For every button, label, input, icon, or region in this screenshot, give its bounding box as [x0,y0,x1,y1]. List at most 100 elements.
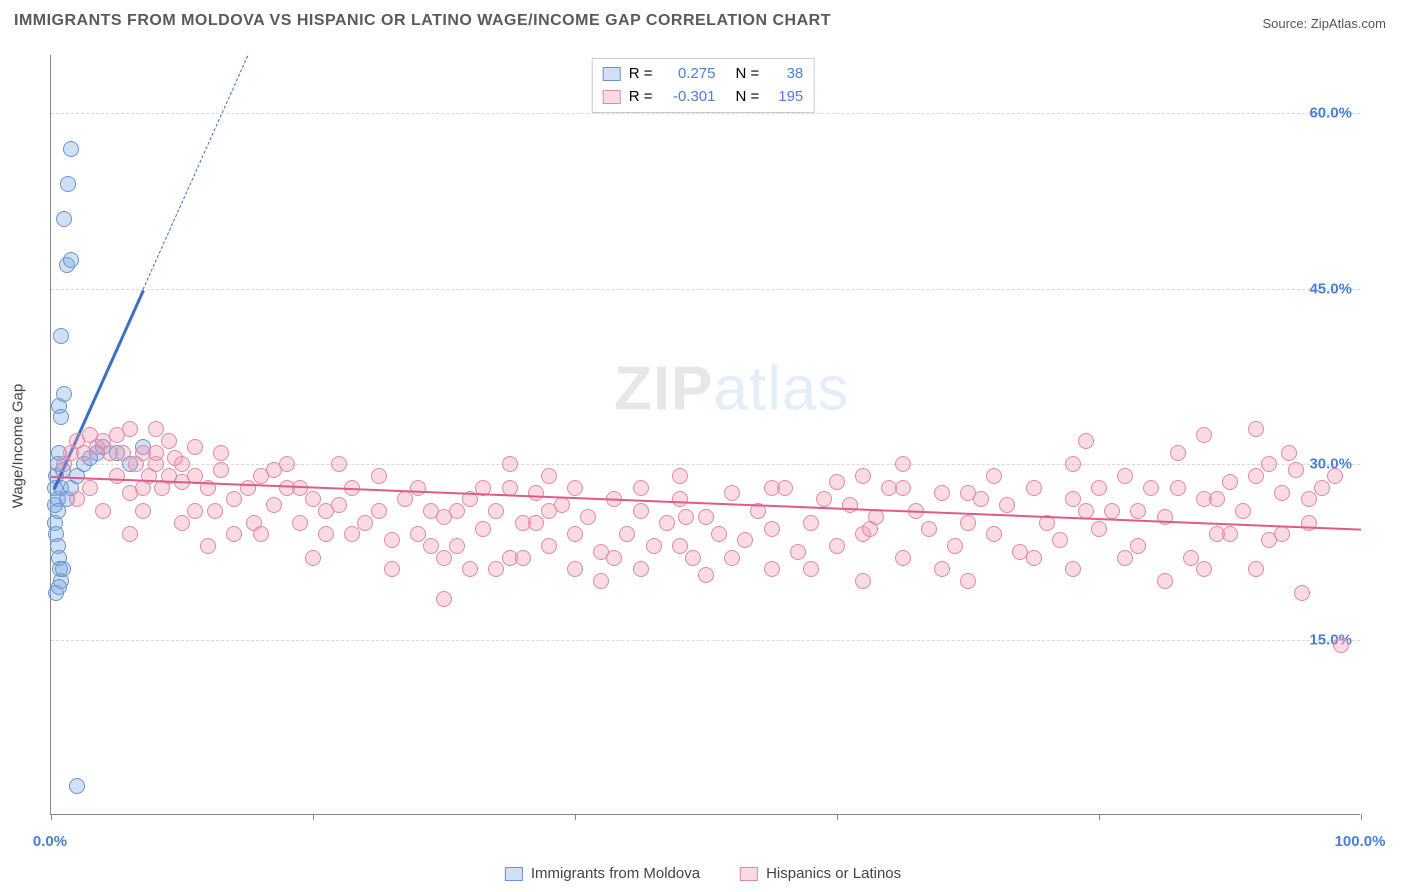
data-point-series2 [567,480,583,496]
data-point-series2 [357,515,373,531]
data-point-series2 [1026,550,1042,566]
data-point-series2 [646,538,662,554]
data-point-series2 [1157,573,1173,589]
data-point-series2 [488,561,504,577]
data-point-series2 [1196,561,1212,577]
x-tick [575,814,576,820]
stat-label-r: R = [629,63,653,86]
data-point-series1 [53,409,69,425]
legend-swatch-series2 [740,867,758,881]
data-point-series2 [790,544,806,560]
data-point-series2 [1091,521,1107,537]
data-point-series2 [803,515,819,531]
x-tick-label: 0.0% [33,833,67,850]
data-point-series2 [148,445,164,461]
legend-swatch-series1 [505,867,523,881]
data-point-series1 [63,252,79,268]
data-point-series2 [895,480,911,496]
data-point-series2 [226,491,242,507]
data-point-series2 [862,521,878,537]
stat-n-series2: 195 [767,86,803,109]
data-point-series2 [999,497,1015,513]
swatch-series2 [603,90,621,104]
data-point-series2 [122,526,138,542]
source-prefix: Source: [1262,16,1310,31]
data-point-series2 [633,480,649,496]
data-point-series2 [1104,503,1120,519]
data-point-series2 [371,503,387,519]
data-point-series2 [672,468,688,484]
data-point-series2 [1288,462,1304,478]
data-point-series1 [51,579,67,595]
legend-label-series2: Hispanics or Latinos [766,865,901,882]
data-point-series2 [580,509,596,525]
data-point-series2 [593,573,609,589]
data-point-series2 [213,462,229,478]
stat-label-r: R = [629,86,653,109]
gridline-h [51,464,1360,465]
gridline-h [51,640,1360,641]
data-point-series2 [226,526,242,542]
stats-row-series2: R = -0.301 N = 195 [603,86,804,109]
y-tick-label: 60.0% [1309,105,1352,122]
data-point-series2 [698,567,714,583]
data-point-series2 [318,503,334,519]
data-point-series2 [344,526,360,542]
data-point-series2 [200,538,216,554]
data-point-series2 [567,526,583,542]
data-point-series2 [541,503,557,519]
data-point-series1 [56,386,72,402]
x-tick [837,814,838,820]
data-point-series2 [1327,468,1343,484]
data-point-series2 [1065,561,1081,577]
data-point-series2 [475,521,491,537]
data-point-series2 [109,468,125,484]
data-point-series2 [1261,456,1277,472]
data-point-series2 [737,532,753,548]
data-point-series2 [436,591,452,607]
data-point-series2 [423,538,439,554]
data-point-series2 [1170,445,1186,461]
data-point-series2 [410,526,426,542]
data-point-series2 [541,538,557,554]
data-point-series2 [69,491,85,507]
data-point-series1 [55,561,71,577]
watermark-atlas: atlas [713,354,849,423]
data-point-series2 [1117,468,1133,484]
stat-r-series2: -0.301 [661,86,716,109]
data-point-series2 [1248,561,1264,577]
data-point-series1 [53,328,69,344]
data-point-series2 [934,485,950,501]
source-name: ZipAtlas.com [1311,16,1386,31]
stat-label-n: N = [736,63,760,86]
data-point-series2 [1183,550,1199,566]
data-point-series2 [1143,480,1159,496]
data-point-series2 [895,550,911,566]
swatch-series1 [603,67,621,81]
data-point-series2 [633,503,649,519]
scatter-plot-area: ZIPatlas 15.0%30.0%45.0%60.0% [50,55,1360,815]
data-point-series2 [1333,637,1349,653]
data-point-series2 [528,515,544,531]
watermark: ZIPatlas [614,353,849,424]
data-point-series2 [633,561,649,577]
data-point-series2 [410,480,426,496]
data-point-series2 [266,497,282,513]
data-point-series2 [187,439,203,455]
x-tick [1099,814,1100,820]
data-point-series2 [934,561,950,577]
data-point-series2 [384,532,400,548]
gridline-h [51,289,1360,290]
data-point-series1 [56,211,72,227]
data-point-series2 [161,433,177,449]
stats-row-series1: R = 0.275 N = 38 [603,63,804,86]
data-point-series2 [1301,491,1317,507]
data-point-series2 [207,503,223,519]
data-point-series2 [947,538,963,554]
gridline-h [51,113,1360,114]
data-point-series2 [764,521,780,537]
data-point-series1 [69,778,85,794]
chart-title: IMMIGRANTS FROM MOLDOVA VS HISPANIC OR L… [14,12,831,30]
data-point-series2 [895,456,911,472]
data-point-series2 [305,550,321,566]
